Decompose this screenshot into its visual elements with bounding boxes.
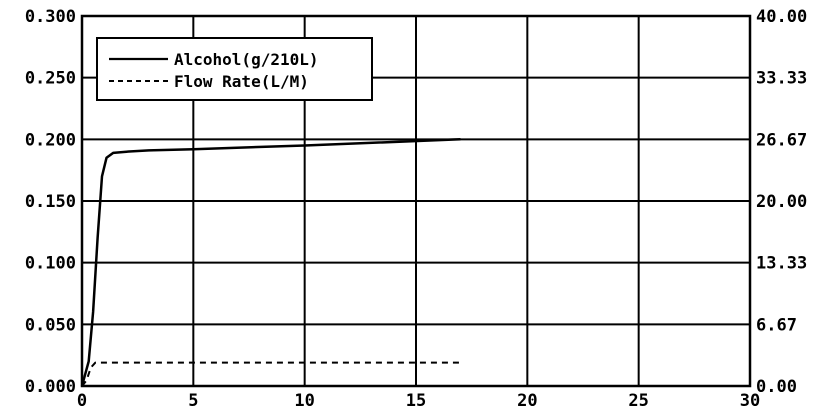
series-line-flow-rate <box>81 361 461 387</box>
legend-label-alcohol: Alcohol(g/210L) <box>174 50 319 69</box>
series-line-alcohol <box>80 138 461 387</box>
x-tick-label: 15 <box>406 391 426 408</box>
x-tick-label: 30 <box>740 391 760 408</box>
y-right-tick-label: 20.00 <box>756 192 807 212</box>
x-tick-label: 5 <box>188 391 198 408</box>
y-left-tick-label: 0.100 <box>25 254 76 274</box>
y-left-tick-label: 0.050 <box>25 315 76 335</box>
x-tick-label: 20 <box>517 391 537 408</box>
y-right-tick-label: 6.67 <box>756 315 797 335</box>
x-tick-label: 25 <box>628 391 648 408</box>
legend-label-flow-rate: Flow Rate(L/M) <box>174 72 309 91</box>
x-tick-label: 0 <box>77 391 87 408</box>
y-right-tick-label: 40.00 <box>756 7 807 27</box>
y-right-tick-label: 26.67 <box>756 130 807 150</box>
y-right-tick-label: 13.33 <box>756 254 807 274</box>
y-left-tick-label: 0.000 <box>25 377 76 397</box>
x-tick-label: 10 <box>294 391 314 408</box>
y-left-tick-label: 0.300 <box>25 7 76 27</box>
legend-box <box>96 37 373 101</box>
y-left-tick-label: 0.250 <box>25 69 76 89</box>
y-left-tick-label: 0.150 <box>25 192 76 212</box>
axis-ticks: 0 5 10 15 20 25 30 0.000 0.00 0.050 6.67 0.100 13.33… <box>25 7 807 408</box>
series-lines <box>80 138 461 387</box>
plot-area-frame <box>80 14 752 388</box>
legend: Alcohol(g/210L) Flow Rate(L/M) <box>96 37 373 101</box>
y-left-tick-label: 0.200 <box>25 130 76 150</box>
y-right-tick-label: 33.33 <box>756 69 807 89</box>
y-right-tick-label: 0.00 <box>756 377 797 397</box>
